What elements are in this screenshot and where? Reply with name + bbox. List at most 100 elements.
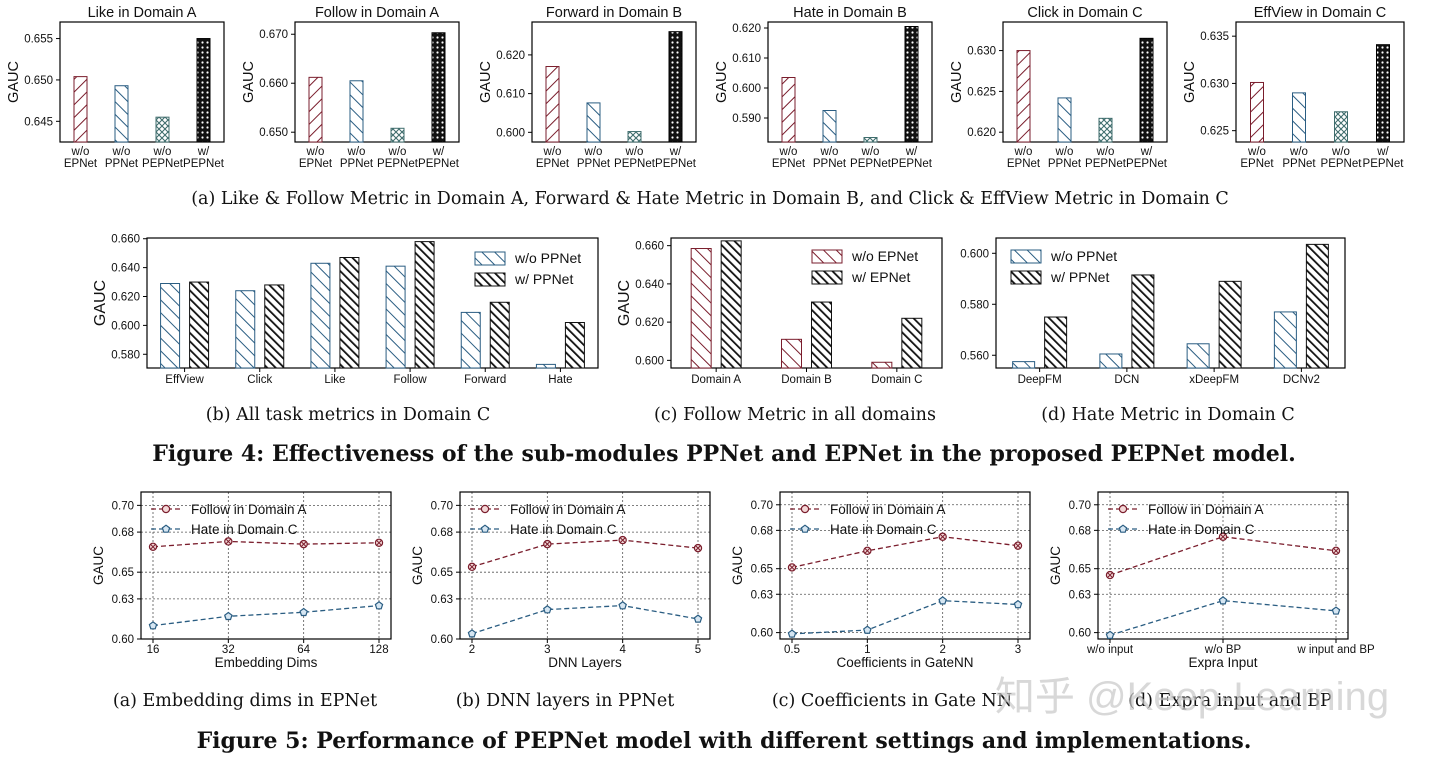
x-tick-label: EffView	[165, 374, 204, 386]
x-tick-label: w/o	[625, 146, 644, 158]
x-tick-label: w/o	[779, 146, 798, 158]
legend-label: Hate in Domain C	[830, 522, 937, 537]
x-tick-label: w/o	[71, 146, 90, 158]
bar	[385, 265, 406, 369]
chart-title: Like in Domain A	[88, 5, 197, 21]
legend-label: Hate in Domain C	[191, 522, 298, 537]
x-tick-label: w/o	[306, 146, 325, 158]
charts-layer: Like in Domain AGAUC0.6450.6500.655w/oEP…	[6, 5, 1405, 670]
plot-frame	[459, 491, 711, 640]
y-tick-label: 0.63	[112, 594, 134, 606]
x-tick-label: Forward	[464, 374, 506, 386]
x-tick-label: DCN	[1114, 374, 1139, 386]
bar	[339, 257, 360, 369]
line-chart-f: GAUC 0.60 0.63 0.65 0.68 0.70 2 3 4 5 DNN Layers Fo…	[410, 491, 711, 670]
x-tick-label: Hate	[548, 374, 572, 386]
bar	[904, 26, 919, 143]
x-tick-label: w/o	[861, 146, 880, 158]
plot-frame	[59, 21, 225, 143]
x-tick-label: 16	[147, 644, 160, 656]
y-axis-label: GAUC	[1182, 61, 1198, 103]
data-point-mark	[695, 545, 701, 551]
plot-frame	[995, 237, 1346, 369]
y-axis-label: GAUC	[730, 546, 745, 585]
figure5-a-caption: (a) Embedding dims in EPNet	[113, 691, 377, 711]
bar	[811, 301, 832, 369]
x-tick-label: Like	[324, 374, 345, 386]
y-tick-label: 0.68	[112, 527, 134, 539]
chart-title: Hate in Domain B	[793, 5, 907, 21]
y-tick-label: 0.650	[24, 75, 53, 87]
legend-label: w/ PPNet	[514, 271, 573, 287]
data-point	[863, 625, 872, 634]
y-tick-label: 0.620	[967, 127, 996, 139]
y-tick-label: 0.65	[1069, 564, 1091, 576]
x-tick-label: w/o	[112, 146, 131, 158]
y-tick-label: 0.660	[111, 234, 140, 246]
x-tick-label: w/o input	[1086, 644, 1134, 656]
plot-frame	[294, 21, 460, 143]
y-tick-label: 0.60	[431, 634, 453, 646]
legend-swatch	[1010, 249, 1042, 264]
legend-marker	[800, 504, 810, 514]
figure4-d-caption: (d) Hate Metric in Domain C	[1041, 405, 1295, 425]
x-tick-label: PEPNet	[418, 158, 460, 170]
data-point-mark	[939, 533, 946, 540]
y-tick-label: 0.60	[1069, 628, 1091, 640]
bar	[564, 322, 585, 369]
bar	[1376, 44, 1390, 143]
bar	[235, 290, 256, 369]
y-tick-label: 0.63	[431, 594, 453, 606]
data-point	[787, 629, 797, 638]
bar	[871, 361, 893, 369]
bar	[1273, 311, 1297, 369]
y-tick-label: 0.65	[751, 564, 773, 576]
y-axis-label: GAUC	[1048, 546, 1063, 585]
figure5-caption: Figure 5: Performance of PEPNet model wi…	[197, 728, 1252, 754]
line-chart-e: GAUC 0.60 0.63 0.65 0.68 0.70 16 32 64 128 Embeddi…	[91, 491, 392, 670]
data-point-mark	[544, 541, 551, 547]
y-tick-label: 0.68	[751, 525, 773, 537]
legend-label: Follow in Domain A	[510, 502, 626, 517]
x-axis-label: Expra Input	[1188, 655, 1257, 670]
legend-swatch	[474, 272, 506, 287]
x-tick-label: EPNet	[772, 158, 806, 170]
x-tick-label: PPNet	[105, 158, 139, 170]
legend-label: w/o EPNet	[851, 248, 918, 264]
y-tick-label: 0.68	[1069, 525, 1091, 537]
y-tick-label: 0.635	[1200, 31, 1229, 43]
x-tick-label: Domain A	[691, 374, 741, 386]
y-tick-label: 0.620	[732, 23, 761, 35]
figure4-a-caption: (a) Like & Follow Metric in Domain A, Fo…	[191, 189, 1229, 209]
data-point	[148, 621, 158, 630]
x-tick-label: w/o	[1247, 146, 1266, 158]
series-line	[471, 604, 699, 635]
data-point-mark	[1015, 542, 1021, 549]
x-tick-label: PEPNet	[183, 158, 225, 170]
x-tick-label: PEPNet	[142, 158, 184, 170]
x-tick-label: PEPNet	[1085, 158, 1127, 170]
y-tick-label: 0.660	[635, 241, 664, 253]
data-point-mark	[619, 537, 626, 543]
legend-label: Follow in Domain A	[191, 502, 307, 517]
legend-label: w/ EPNet	[851, 269, 910, 285]
y-tick-label: 0.600	[635, 355, 664, 367]
bar-chart-a5: Click in Domain CGAUC0.6200.6250.630w/oE…	[949, 5, 1168, 170]
bar	[1016, 50, 1031, 143]
bar	[1139, 37, 1154, 143]
legend-marker	[161, 524, 171, 533]
legend-swatch	[474, 251, 506, 266]
x-axis-label: Embedding Dims	[215, 655, 318, 670]
x-tick-label: w input and BP	[1296, 644, 1375, 656]
bar	[189, 281, 210, 369]
data-point	[1218, 596, 1228, 605]
bar	[535, 363, 556, 369]
line-chart-h: GAUC 0.60 0.63 0.65 0.68 0.70 w/o input w/o BP w…	[1048, 491, 1375, 670]
x-tick-label: w/	[197, 146, 210, 158]
y-tick-label: 0.620	[111, 292, 140, 304]
y-tick-label: 0.65	[112, 567, 134, 579]
plot-frame	[779, 491, 1031, 640]
bar	[1218, 280, 1242, 369]
x-tick-label: w/	[432, 146, 445, 158]
